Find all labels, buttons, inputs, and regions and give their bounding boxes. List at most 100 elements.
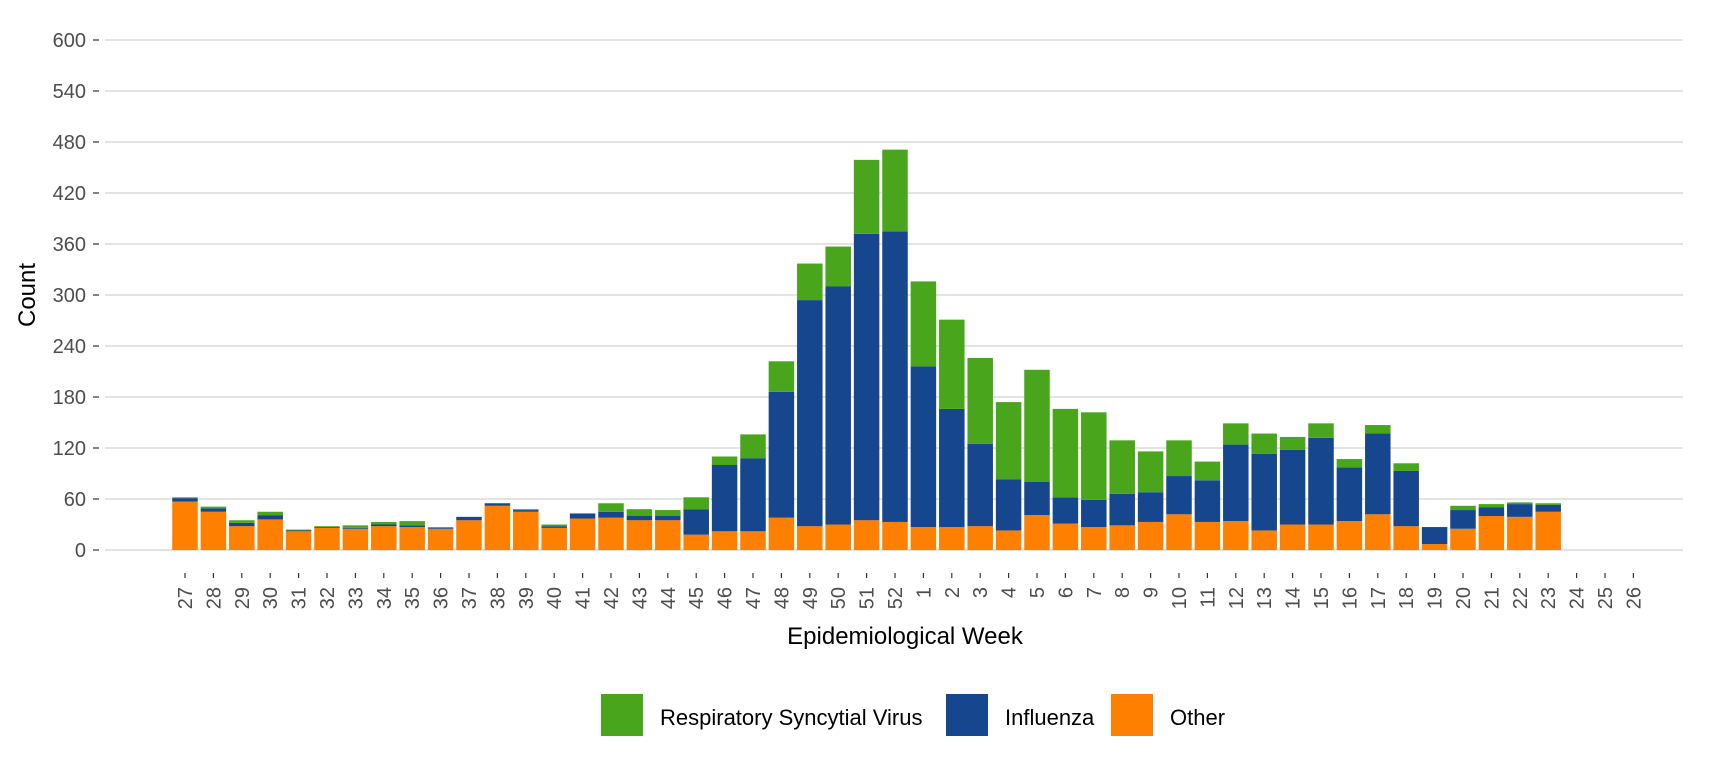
x-tick-label: 35 — [402, 587, 424, 609]
bar-other-week-21 — [1478, 516, 1505, 550]
bar-respiratory-syncytial-virus-week-1 — [910, 281, 937, 367]
bar-respiratory-syncytial-virus-week-21 — [1478, 504, 1505, 508]
bar-other-week-52 — [882, 521, 908, 550]
x-tick-label: 26 — [1623, 587, 1645, 609]
bar-other-week-51 — [853, 520, 880, 550]
bar-influenza-week-40 — [541, 526, 567, 528]
bar-influenza-week-1 — [910, 366, 937, 528]
x-tick-label: 21 — [1481, 587, 1503, 609]
bar-other-week-12 — [1223, 521, 1249, 550]
bar-influenza-week-19 — [1421, 527, 1448, 545]
bar-influenza-week-27 — [172, 498, 198, 502]
bar-other-week-16 — [1336, 521, 1363, 550]
x-tick-label: 22 — [1510, 587, 1532, 609]
bar-influenza-week-42 — [598, 511, 624, 518]
bar-respiratory-syncytial-virus-week-36 — [427, 527, 454, 528]
bar-respiratory-syncytial-virus-week-2 — [939, 319, 965, 409]
x-tick-label: 15 — [1311, 587, 1333, 609]
bar-respiratory-syncytial-virus-week-52 — [882, 149, 908, 232]
bar-influenza-week-43 — [626, 516, 653, 521]
legend-label-respiratory-syncytial-virus: Respiratory Syncytial Virus — [660, 705, 922, 730]
bar-influenza-week-21 — [1478, 507, 1505, 516]
bar-respiratory-syncytial-virus-week-28 — [200, 506, 227, 509]
bar-respiratory-syncytial-virus-week-23 — [1535, 503, 1561, 505]
x-tick-label: 31 — [289, 587, 311, 609]
bar-other-week-40 — [541, 527, 567, 550]
bar-respiratory-syncytial-virus-week-32 — [314, 526, 340, 528]
bar-influenza-week-46 — [711, 465, 738, 532]
bar-other-week-36 — [427, 528, 454, 550]
x-tick-label: 13 — [1254, 587, 1276, 609]
bars-layer — [172, 149, 1561, 550]
x-tick-label: 29 — [232, 587, 254, 609]
bar-other-week-49 — [797, 526, 823, 550]
bar-influenza-week-11 — [1194, 480, 1221, 522]
x-tick-label: 20 — [1453, 587, 1475, 609]
bar-other-week-41 — [569, 518, 596, 550]
bar-other-week-17 — [1365, 514, 1391, 550]
x-tick-label: 30 — [260, 587, 282, 609]
x-tick-label: 5 — [1027, 587, 1049, 598]
x-tick-label: 14 — [1283, 587, 1305, 609]
bar-other-week-20 — [1450, 528, 1476, 550]
x-tick-label: 1 — [913, 587, 935, 598]
bar-other-week-15 — [1308, 524, 1334, 550]
bar-respiratory-syncytial-virus-week-12 — [1223, 423, 1249, 445]
bar-other-week-6 — [1052, 523, 1079, 550]
bar-other-week-23 — [1535, 511, 1561, 550]
bar-respiratory-syncytial-virus-week-6 — [1052, 408, 1079, 498]
y-axis-title: Count — [14, 263, 41, 327]
bar-influenza-week-38 — [484, 503, 511, 506]
bar-respiratory-syncytial-virus-week-34 — [371, 521, 397, 525]
bar-influenza-week-17 — [1365, 433, 1391, 515]
bar-respiratory-syncytial-virus-week-7 — [1081, 412, 1107, 500]
y-tick-label: 360 — [53, 234, 86, 256]
bar-other-week-19 — [1421, 544, 1448, 550]
x-tick-label: 48 — [771, 587, 793, 609]
y-tick-label: 240 — [53, 336, 86, 358]
bar-respiratory-syncytial-virus-week-33 — [342, 525, 369, 528]
bar-respiratory-syncytial-virus-week-39 — [513, 509, 539, 511]
x-tick-label: 4 — [999, 587, 1021, 598]
bar-influenza-week-35 — [399, 525, 425, 528]
bar-other-week-18 — [1393, 526, 1419, 550]
bar-respiratory-syncytial-virus-week-8 — [1109, 440, 1135, 494]
bar-other-week-1 — [910, 527, 937, 550]
bar-other-week-10 — [1166, 514, 1192, 550]
bar-influenza-week-52 — [882, 231, 908, 522]
x-tick-label: 49 — [800, 587, 822, 609]
x-tick-label: 39 — [516, 587, 538, 609]
x-tick-label: 19 — [1425, 587, 1447, 609]
x-tick-label: 50 — [828, 587, 850, 609]
bar-other-week-22 — [1507, 516, 1533, 550]
y-tick-label: 0 — [75, 540, 86, 562]
bar-influenza-week-33 — [342, 527, 369, 529]
bar-respiratory-syncytial-virus-week-27 — [172, 497, 198, 499]
x-tick-label: 25 — [1595, 587, 1617, 609]
bar-other-week-48 — [768, 517, 795, 550]
x-tick-label: 33 — [345, 587, 367, 609]
bar-other-week-13 — [1251, 530, 1277, 550]
bar-influenza-week-32 — [314, 527, 340, 528]
bar-respiratory-syncytial-virus-week-18 — [1393, 463, 1419, 471]
bar-influenza-week-41 — [569, 513, 596, 519]
x-tick-label: 7 — [1084, 587, 1106, 598]
x-tick-label: 37 — [459, 587, 481, 609]
y-tick-label: 60 — [64, 489, 86, 511]
bar-influenza-week-20 — [1450, 510, 1476, 529]
bar-influenza-week-13 — [1251, 453, 1277, 531]
bar-influenza-week-44 — [655, 516, 681, 521]
bar-influenza-week-6 — [1052, 497, 1079, 524]
bar-other-week-42 — [598, 517, 624, 550]
bar-other-week-50 — [825, 524, 851, 550]
bar-other-week-29 — [229, 526, 255, 550]
x-tick-label: 12 — [1226, 587, 1248, 609]
x-tick-label: 16 — [1339, 587, 1361, 609]
bar-other-week-31 — [285, 531, 312, 550]
bar-other-week-11 — [1194, 521, 1221, 550]
x-tick-label: 51 — [857, 587, 879, 609]
x-tick-label: 36 — [431, 587, 453, 609]
bar-influenza-week-28 — [200, 508, 227, 512]
y-tick-label: 480 — [53, 132, 86, 154]
bar-respiratory-syncytial-virus-week-31 — [285, 529, 312, 531]
